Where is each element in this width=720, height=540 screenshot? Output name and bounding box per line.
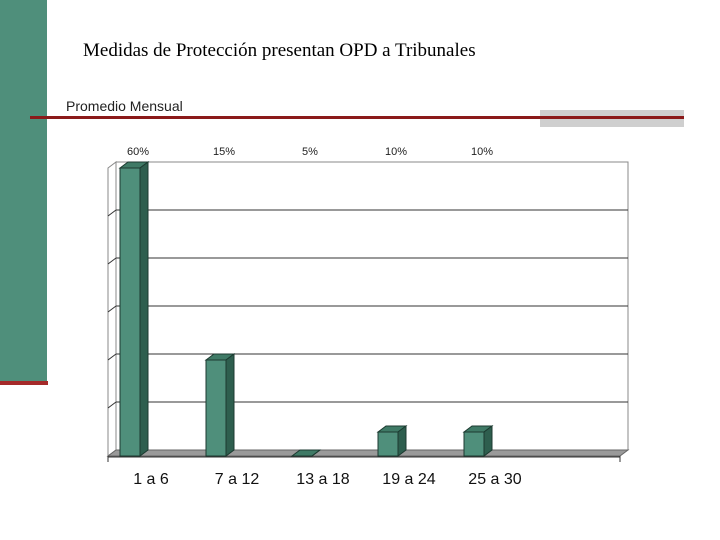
decorative-side-line	[0, 381, 48, 385]
bar-front	[377, 431, 399, 457]
gridline-side	[107, 401, 117, 409]
chart-gridlines	[107, 209, 628, 409]
x-tick-label: 1 a 6	[133, 471, 169, 488]
bar-side	[139, 161, 149, 457]
gridline-side	[107, 209, 117, 217]
x-tick-label: 13 a 18	[296, 471, 349, 488]
chart-floor	[106, 449, 630, 457]
gridline-side	[107, 353, 117, 361]
bar-19-a-24	[376, 425, 408, 457]
bar-25-a-30	[462, 425, 494, 457]
chart-bars	[118, 161, 494, 457]
chart-data-labels: 60% 15% 5% 10% 10%	[127, 146, 493, 158]
bar-side	[311, 449, 321, 457]
gridline-side	[107, 305, 117, 313]
bar-front	[463, 431, 485, 457]
x-tick-label: 7 a 12	[215, 471, 260, 488]
data-label: 15%	[213, 146, 235, 158]
bar-13-a-18	[290, 449, 322, 457]
data-label: 10%	[385, 146, 407, 158]
bar-front	[119, 167, 141, 457]
chart-tick-labels: 1 a 6 7 a 12 13 a 18 19 a 24 25 a 30	[133, 471, 522, 488]
gridline-side	[107, 257, 117, 265]
data-label: 60%	[127, 146, 149, 158]
x-tick-label: 25 a 30	[468, 471, 521, 488]
decorative-side-bar	[0, 0, 47, 381]
bar-1-a-6	[118, 161, 150, 457]
x-tick-label: 19 a 24	[382, 471, 435, 488]
bar-side	[397, 425, 407, 457]
data-label: 10%	[471, 146, 493, 158]
decorative-rule-line	[30, 116, 684, 119]
bar-front	[205, 359, 227, 457]
data-label: 5%	[302, 146, 318, 158]
chart-frame	[106, 161, 630, 462]
bar-side	[483, 425, 493, 457]
bar-7-a-12	[204, 353, 236, 457]
slide-title: Medidas de Protección presentan OPD a Tr…	[83, 40, 476, 61]
bar-side	[225, 353, 235, 457]
chart-subtitle: Promedio Mensual	[66, 98, 183, 114]
